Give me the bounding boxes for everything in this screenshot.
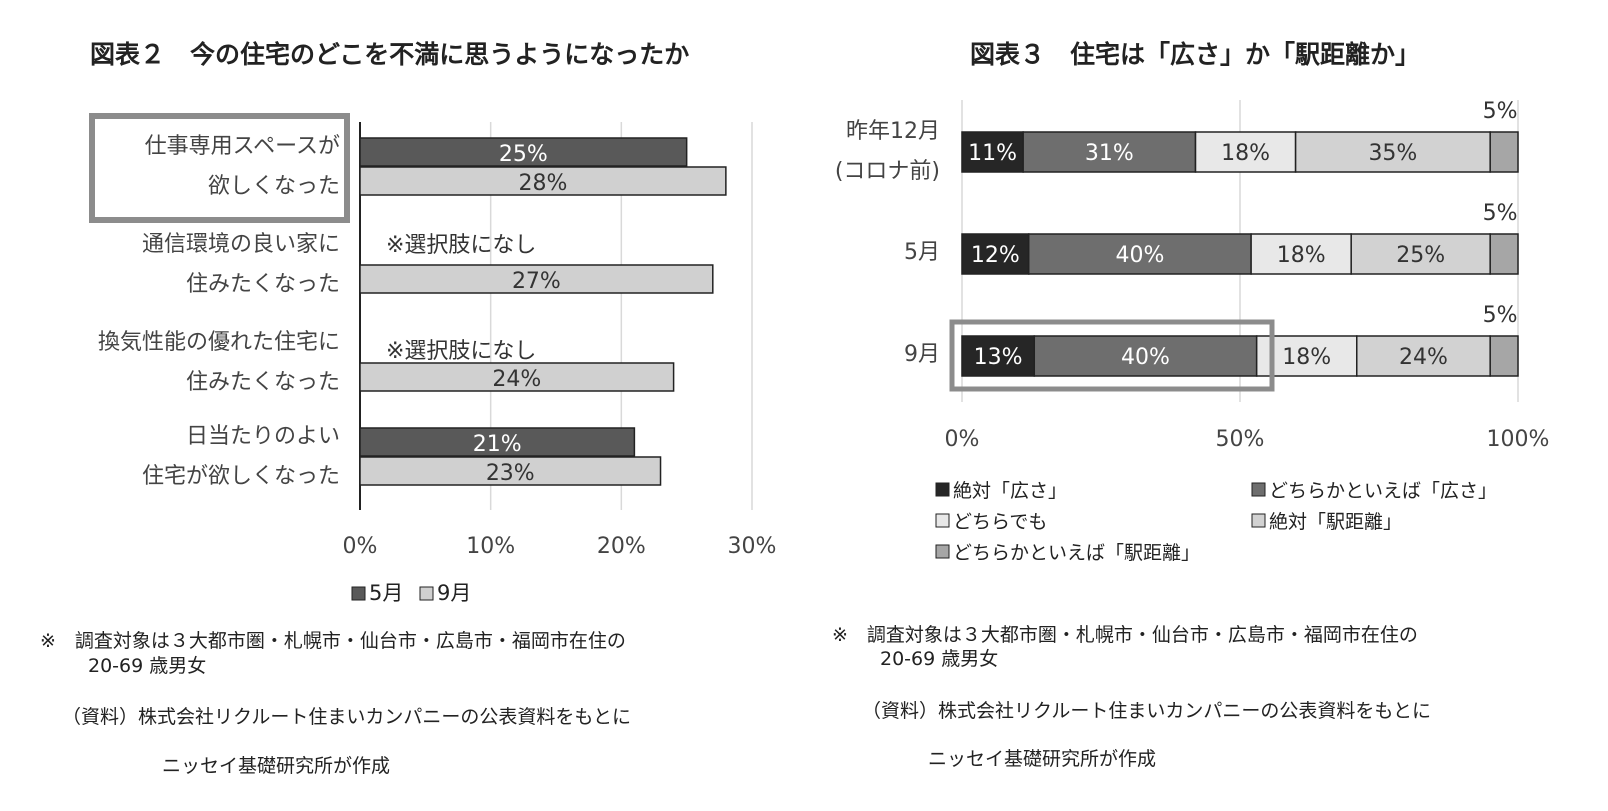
stacked-bar-segment [1489,131,1519,173]
highlight-frame [89,113,350,223]
data-label: 5% [1483,99,1518,124]
stacked-bar-segment [1350,233,1491,275]
stacked-bar-segment [1194,131,1297,173]
bar [359,137,688,167]
category-label: 住みたくなった [186,370,340,395]
chart2-note-line2: 20-69 歳男女 [88,655,206,677]
data-label: 25% [499,142,548,167]
category-label: 換気性能の優れた住宅に [98,330,340,355]
data-label: 18% [1221,141,1270,166]
legend-label: 絶対「駅距離」 [1269,511,1402,533]
data-label: 5% [1483,303,1518,328]
legend-swatch [935,513,950,528]
data-label: 24% [492,367,541,392]
chart3-note-line1: ※ 調査対象は３大都市圏・札幌市・仙台市・広島市・福岡市在住の [832,624,1418,646]
data-label: 18% [1277,243,1326,268]
category-label: 住宅が欲しくなった [142,464,340,489]
legend-swatch [351,586,366,601]
bar [359,427,636,457]
data-label: 35% [1368,141,1417,166]
data-label: 21% [473,432,522,457]
legend-swatch [935,482,950,497]
data-label: 31% [1085,141,1134,166]
category-label: 欲しくなった [208,174,340,199]
data-label: 11% [968,141,1017,166]
category-label: 昨年12月 [846,119,940,144]
data-label: 24% [1399,345,1448,370]
bar [359,264,714,294]
stacked-bar-segment [1033,335,1258,377]
chart3-plot: 0% 50% 100% 昨年12月 (コロナ前) 11% 31% 18% 35% 5% 5月 12% 4… [835,99,1550,564]
data-label: 12% [971,243,1020,268]
stacked-bar-segment [1489,335,1519,377]
legend-label: 9月 [437,581,471,605]
legend-label: どちらかといえば「広さ」 [1269,480,1497,502]
stacked-bar-segment [961,233,1030,275]
stacked-bar-segment [1489,233,1519,275]
chart3-source-line1: （資料）株式会社リクルート住まいカンパニーの公表資料をもとに [862,700,1431,722]
chart2-source-line1: （資料）株式会社リクルート住まいカンパニーの公表資料をもとに [62,706,631,728]
x-tick-label: 0% [945,427,980,452]
legend-label: どちらかといえば「駅距離」 [953,542,1200,564]
category-label: 日当たりのよい [186,424,340,449]
category-label: 通信環境の良い家に [142,232,340,257]
bar [359,362,675,392]
legend-label: 絶対「広さ」 [953,480,1067,502]
legend-swatch [935,544,950,559]
data-label: 27% [512,269,561,294]
x-tick-label: 50% [1216,427,1265,452]
x-tick-label: 10% [466,534,515,559]
data-label: 13% [974,345,1023,370]
x-tick-label: 20% [597,534,646,559]
data-label: 40% [1121,345,1170,370]
data-label: 25% [1396,243,1445,268]
x-tick-label: 0% [343,534,378,559]
category-label: (コロナ前) [835,159,940,184]
chart2-source-line2: ニッセイ基礎研究所が作成 [162,755,390,777]
annotation: ※選択肢になし [386,233,536,258]
legend-swatch [1251,482,1266,497]
data-label: 40% [1115,243,1164,268]
legend-label: どちらでも [953,511,1047,533]
category-label: 5月 [904,240,940,265]
legend-swatch [1251,513,1266,528]
chart3-note-line2: 20-69 歳男女 [880,648,998,670]
chart2-note-line1: ※ 調査対象は３大都市圏・札幌市・仙台市・広島市・福岡市在住の [40,630,626,652]
chart3-title: 図表３ 住宅は「広さ」か「駅距離か」 [970,40,1420,69]
data-label: 5% [1483,201,1518,226]
chart2-title: 図表２ 今の住宅のどこを不満に思うようになったか [90,40,689,69]
data-label: 28% [518,171,567,196]
x-tick-label: 30% [728,534,777,559]
chart3-source-line2: ニッセイ基礎研究所が作成 [928,748,1156,770]
annotation: ※選択肢になし [386,339,536,364]
category-label: 仕事専用スペースが [145,134,340,159]
x-tick-label: 100% [1487,427,1550,452]
legend-label: 5月 [369,581,403,605]
data-label: 18% [1282,345,1331,370]
legend-swatch [419,586,434,601]
category-label: 住みたくなった [186,272,340,297]
bar [359,456,662,486]
bar [359,166,727,196]
stacked-bar-segment [1250,233,1352,275]
category-label: 9月 [904,342,940,367]
highlight-frame [949,319,1275,392]
data-label: 23% [486,461,535,486]
